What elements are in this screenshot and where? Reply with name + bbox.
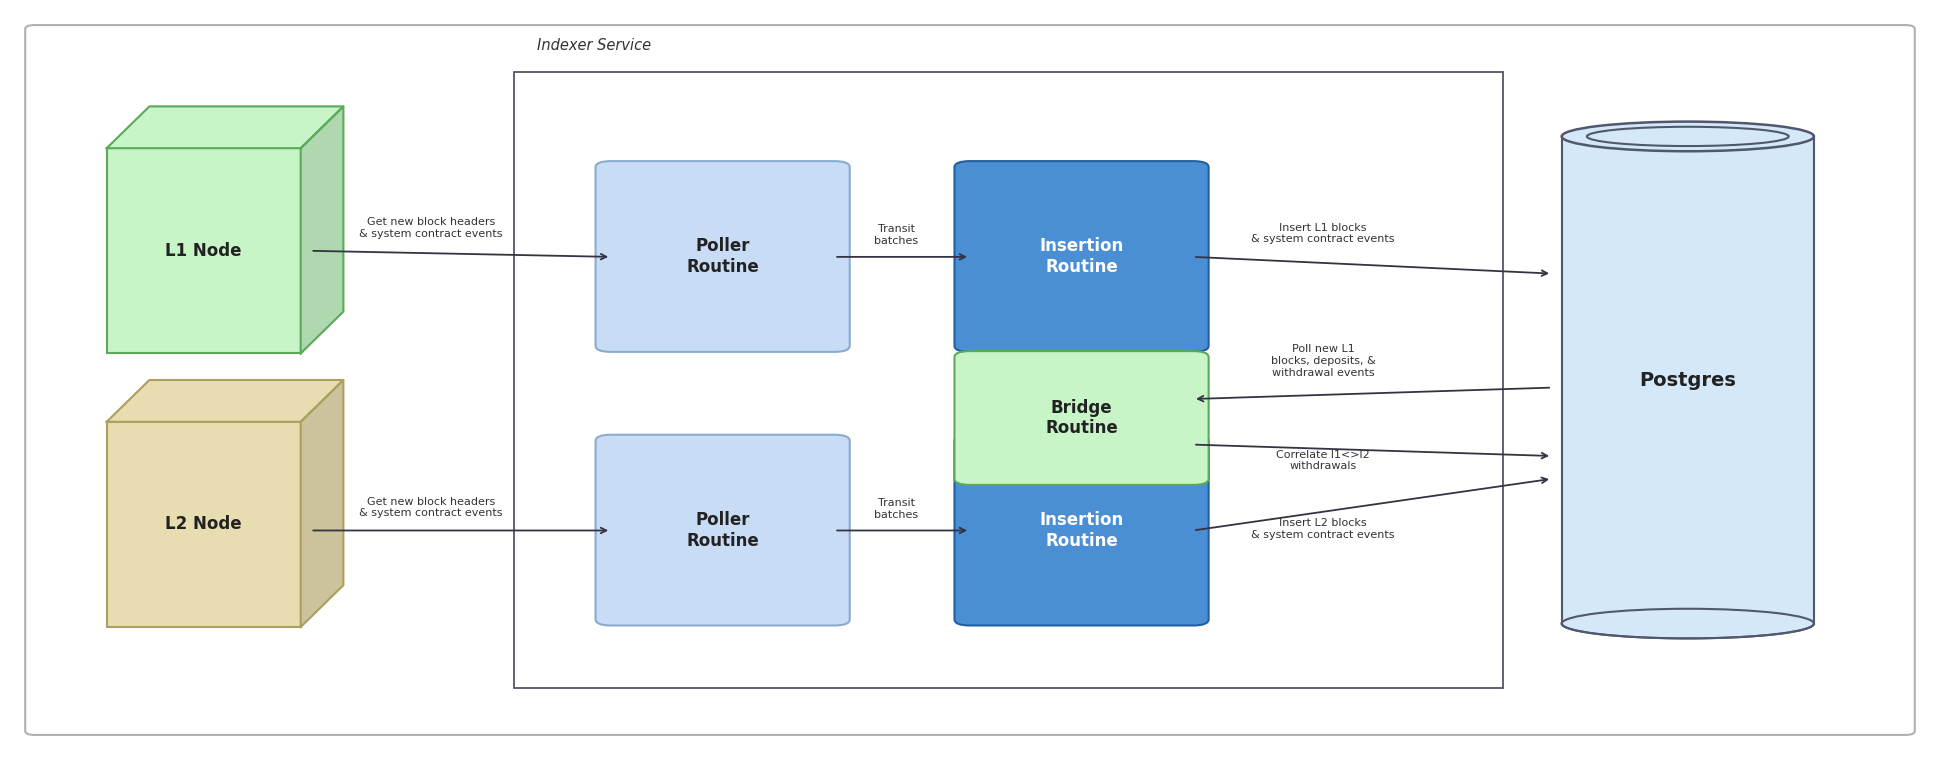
FancyBboxPatch shape — [595, 161, 849, 352]
Text: Indexer Service: Indexer Service — [537, 38, 652, 53]
FancyBboxPatch shape — [595, 435, 849, 625]
Polygon shape — [107, 106, 343, 148]
Polygon shape — [107, 380, 343, 422]
Bar — [1561, 137, 1813, 623]
Bar — [514, 72, 1503, 688]
Ellipse shape — [1561, 122, 1813, 151]
Ellipse shape — [1561, 609, 1813, 638]
Polygon shape — [301, 380, 343, 627]
Text: Insert L1 blocks
& system contract events: Insert L1 blocks & system contract event… — [1251, 223, 1394, 244]
Text: Get new block headers
& system contract events: Get new block headers & system contract … — [359, 217, 502, 239]
Text: Poller
Routine: Poller Routine — [686, 237, 758, 276]
Text: Get new block headers
& system contract events: Get new block headers & system contract … — [359, 497, 502, 518]
FancyBboxPatch shape — [954, 161, 1208, 352]
FancyBboxPatch shape — [954, 435, 1208, 625]
Text: Poller
Routine: Poller Routine — [686, 511, 758, 549]
Text: Poll new L1
blocks, deposits, &
withdrawal events: Poll new L1 blocks, deposits, & withdraw… — [1270, 344, 1375, 378]
Text: Insert L2 blocks
& system contract events: Insert L2 blocks & system contract event… — [1251, 518, 1394, 540]
Text: Transit
batches: Transit batches — [874, 224, 917, 245]
Text: Insertion
Routine: Insertion Routine — [1039, 237, 1123, 276]
FancyBboxPatch shape — [954, 351, 1208, 485]
Bar — [107, 422, 301, 627]
Bar — [107, 148, 301, 353]
FancyBboxPatch shape — [25, 25, 1914, 735]
Text: Bridge
Routine: Bridge Routine — [1045, 398, 1117, 438]
Text: Transit
batches: Transit batches — [874, 499, 917, 520]
Text: Postgres: Postgres — [1638, 371, 1735, 389]
Text: L1 Node: L1 Node — [165, 242, 242, 260]
Text: Correlate l1<>l2
withdrawals: Correlate l1<>l2 withdrawals — [1276, 450, 1369, 471]
Polygon shape — [301, 106, 343, 353]
Text: Insertion
Routine: Insertion Routine — [1039, 511, 1123, 549]
Text: L2 Node: L2 Node — [165, 515, 242, 534]
